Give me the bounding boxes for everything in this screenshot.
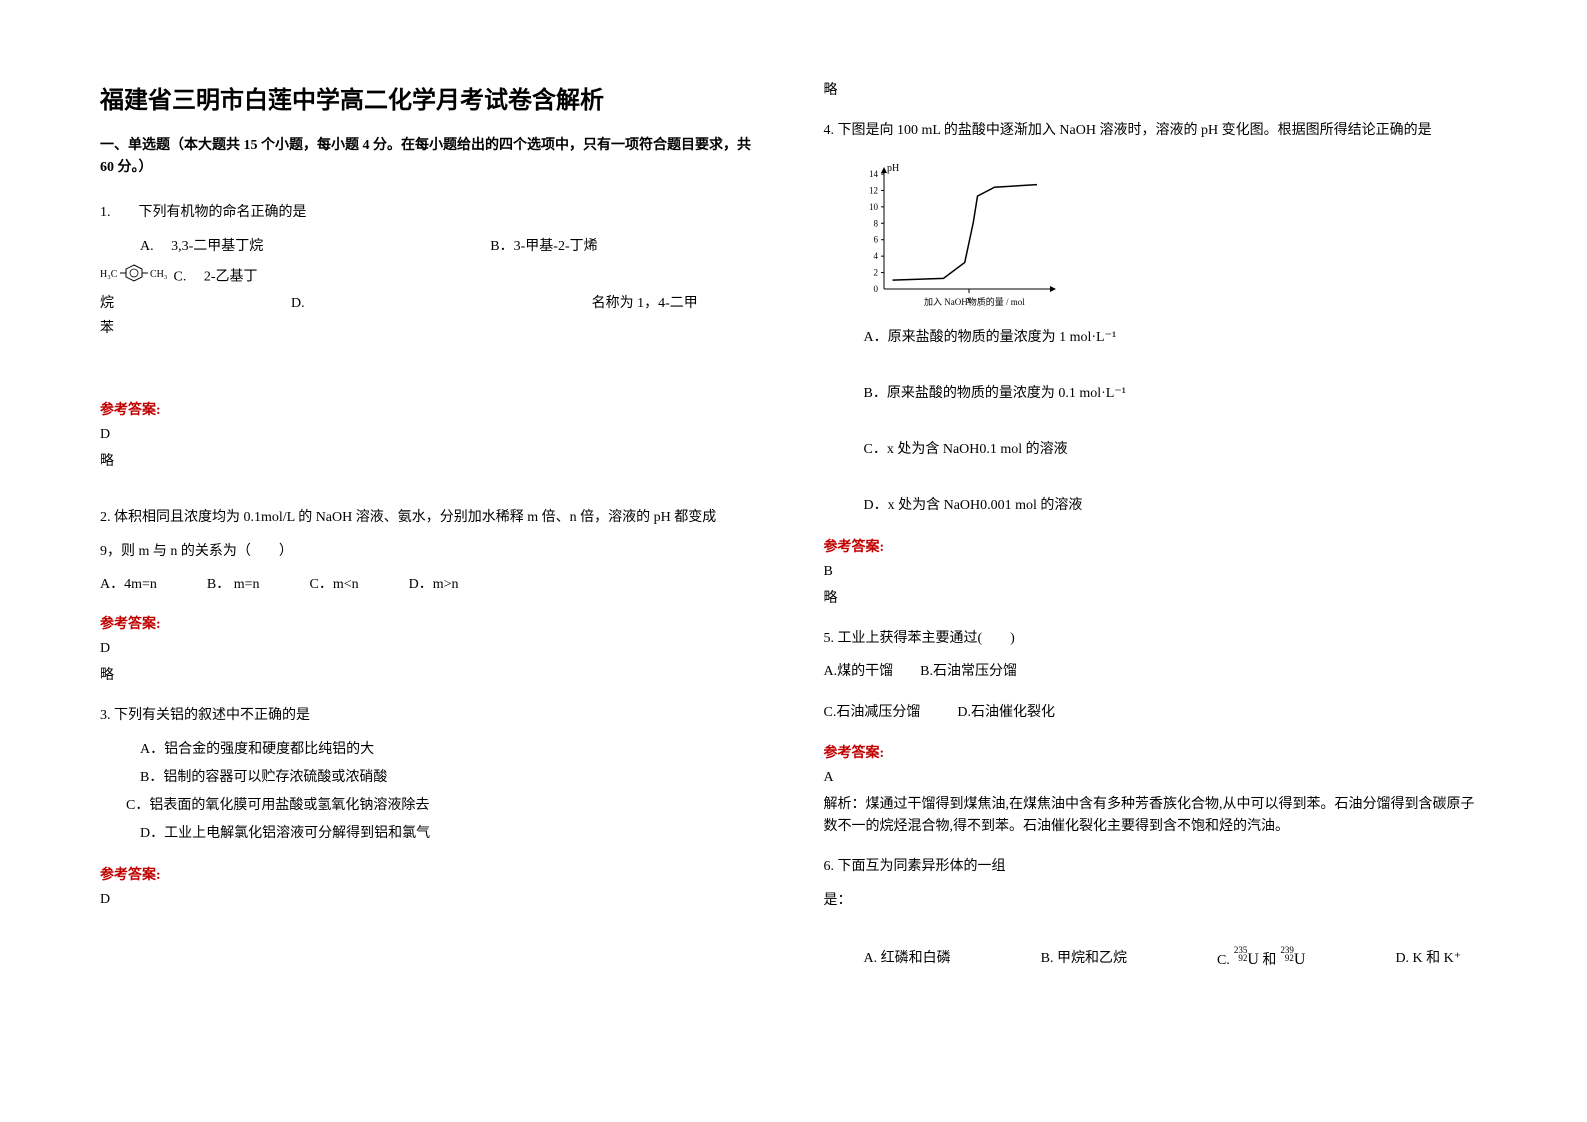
q2-answer-label: 参考答案: xyxy=(100,613,764,633)
q4-answer-label: 参考答案: xyxy=(824,536,1488,556)
q1-opt-d-tail2: 苯 xyxy=(100,316,764,341)
svg-text:H₃C: H₃C xyxy=(100,269,118,280)
q2-opt-c: C．m<n xyxy=(310,572,359,597)
svg-text:8: 8 xyxy=(873,218,878,228)
q1-options: A. 3,3-二甲基丁烷 B．3-甲基-2-丁烯 xyxy=(140,233,764,261)
q2-prompt: 2. 体积相同且浓度均为 0.1mol/L 的 NaOH 溶液、氨水，分别加水稀… xyxy=(100,505,764,530)
q1-opt-c-label: C. 2-乙基丁 xyxy=(174,269,258,284)
q4-opt-b: B．原来盐酸的物质的量浓度为 0.1 mol·L⁻¹ xyxy=(864,380,1488,408)
q3-options: A．铝合金的强度和硬度都比纯铝的大 B．铝制的容器可以贮存浓硫酸或浓硝酸 C．铝… xyxy=(140,736,764,848)
q3-opt-a: A．铝合金的强度和硬度都比纯铝的大 xyxy=(140,736,764,764)
q3-opt-c: C．铝表面的氧化膜可用盐酸或氢氧化钠溶液除去 xyxy=(126,792,764,820)
q4-prompt: 4. 下图是向 100 mL 的盐酸中逐渐加入 NaOH 溶液时，溶液的 pH … xyxy=(824,118,1488,143)
question-2: 2. 体积相同且浓度均为 0.1mol/L 的 NaOH 溶液、氨水，分别加水稀… xyxy=(100,505,764,597)
q1-prompt: 1. 下列有机物的命名正确的是 xyxy=(100,200,764,225)
isotope-2: 239 92 xyxy=(1280,946,1294,964)
svg-text:14: 14 xyxy=(869,169,879,179)
q6-prompt: 6. 下面互为同素异形体的一组 xyxy=(824,854,1488,879)
svg-text:pH: pH xyxy=(887,163,899,174)
section-header: 一、单选题（本大题共 15 个小题，每小题 4 分。在每小题给出的四个选项中，只… xyxy=(100,135,764,180)
q4-opt-d: D．x 处为含 NaOH0.001 mol 的溶液 xyxy=(864,492,1488,520)
q1-opt-d: D. xyxy=(291,296,305,311)
q3-opt-d: D．工业上电解氯化铝溶液可分解得到铝和氯气 xyxy=(140,820,764,848)
q1-opt-c-line: H₃C CH₃ C. 2-乙基丁 xyxy=(100,261,764,293)
question-3: 3. 下列有关铝的叙述中不正确的是 A．铝合金的强度和硬度都比纯铝的大 B．铝制… xyxy=(100,703,764,848)
q5-explanation: 解析：煤通过干馏得到煤焦油,在煤焦油中含有多种芳香族化合物,从中可以得到苯。石油… xyxy=(824,794,1488,839)
question-1: 1. 下列有机物的命名正确的是 A. 3,3-二甲基丁烷 B．3-甲基-2-丁烯… xyxy=(100,200,764,341)
q5-opt-b: B.石油常压分馏 xyxy=(920,664,1017,679)
svg-text:10: 10 xyxy=(869,201,879,211)
q2-options: A．4m=n B． m=n C．m<n D．m>n xyxy=(100,572,764,597)
svg-text:0: 0 xyxy=(873,284,878,294)
q6-opt-b: B. 甲烷和乙烷 xyxy=(1041,946,1127,975)
q5-prompt: 5. 工业上获得苯主要通过( ) xyxy=(824,626,1488,651)
q2-opt-b: B． m=n xyxy=(207,572,260,597)
q1-opt-a: A. 3,3-二甲基丁烷 xyxy=(140,239,263,254)
page-title: 福建省三明市白莲中学高二化学月考试卷含解析 xyxy=(100,80,764,115)
q1-opt-c-suffix: 烷 xyxy=(100,296,114,311)
isotope-1: 235 92 xyxy=(1233,946,1247,964)
svg-text:CH₃: CH₃ xyxy=(150,269,167,280)
q1-opt-d-tail: 名称为 1，4-二甲 xyxy=(592,296,698,311)
q5-opts-row1: A.煤的干馏 B.石油常压分馏 xyxy=(824,659,1488,684)
question-6: 6. 下面互为同素异形体的一组 是： A. 红磷和白磷 B. 甲烷和乙烷 C. … xyxy=(824,854,1488,974)
q5-opt-d: D.石油催化裂化 xyxy=(957,705,1055,720)
q1-answer: D xyxy=(100,427,764,443)
q2-opt-d: D．m>n xyxy=(409,572,459,597)
q5-opt-a: A.煤的干馏 xyxy=(824,664,894,679)
q6-opt-c: C. 235 92 U 和 239 92 U xyxy=(1217,946,1305,975)
q3-brief: 略 xyxy=(824,80,1488,102)
q2-brief: 略 xyxy=(100,665,764,687)
q6-opt-a: A. 红磷和白磷 xyxy=(864,946,951,975)
right-column: 略 4. 下图是向 100 mL 的盐酸中逐渐加入 NaOH 溶液时，溶液的 p… xyxy=(824,80,1488,991)
q2-answer: D xyxy=(100,641,764,657)
q4-brief: 略 xyxy=(824,588,1488,610)
q4-opt-c: C．x 处为含 NaOH0.1 mol 的溶液 xyxy=(864,436,1488,464)
svg-text:加入 NaOH物质的量 / mol: 加入 NaOH物质的量 / mol xyxy=(924,296,1025,307)
q5-opt-c: C.石油减压分馏 xyxy=(824,705,921,720)
q3-answer-label: 参考答案: xyxy=(100,864,764,884)
q4-answer: B xyxy=(824,564,1488,580)
q4-options: A．原来盐酸的物质的量浓度为 1 mol·L⁻¹ B．原来盐酸的物质的量浓度为 … xyxy=(864,324,1488,520)
q2-prompt2: 9，则 m 与 n 的关系为（ ） xyxy=(100,539,764,564)
q3-prompt: 3. 下列有关铝的叙述中不正确的是 xyxy=(100,703,764,728)
q1-brief: 略 xyxy=(100,451,764,473)
q3-opt-b: B．铝制的容器可以贮存浓硫酸或浓硝酸 xyxy=(140,764,764,792)
q4-opt-a: A．原来盐酸的物质的量浓度为 1 mol·L⁻¹ xyxy=(864,324,1488,352)
q6-opt-d: D. K 和 K⁺ xyxy=(1395,946,1461,975)
q3-answer: D xyxy=(100,892,764,908)
question-4: 4. 下图是向 100 mL 的盐酸中逐渐加入 NaOH 溶液时，溶液的 pH … xyxy=(824,118,1488,519)
ph-chart: 24681012140pHx加入 NaOH物质的量 / mol xyxy=(854,159,1488,309)
q5-answer-label: 参考答案: xyxy=(824,742,1488,762)
left-column: 福建省三明市白莲中学高二化学月考试卷含解析 一、单选题（本大题共 15 个小题，… xyxy=(100,80,764,991)
q2-opt-a: A．4m=n xyxy=(100,572,157,597)
q6-options: A. 红磷和白磷 B. 甲烷和乙烷 C. 235 92 U 和 239 92 U… xyxy=(864,946,1488,975)
svg-text:12: 12 xyxy=(869,185,878,195)
benzene-structure-icon: H₃C CH₃ xyxy=(100,261,170,293)
q1-opt-b: B．3-甲基-2-丁烯 xyxy=(490,239,597,254)
svg-text:2: 2 xyxy=(873,267,878,277)
q1-answer-label: 参考答案: xyxy=(100,399,764,419)
q5-answer: A xyxy=(824,770,1488,786)
q6-prompt2: 是： xyxy=(824,888,1488,913)
ph-chart-svg: 24681012140pHx加入 NaOH物质的量 / mol xyxy=(854,159,1074,309)
q5-opts-row2: C.石油减压分馏 D.石油催化裂化 xyxy=(824,700,1488,725)
svg-text:6: 6 xyxy=(873,234,878,244)
svg-text:4: 4 xyxy=(873,251,878,261)
q1-opt-c-suffix-line: 烷 D. 名称为 1，4-二甲 xyxy=(100,293,764,315)
question-5: 5. 工业上获得苯主要通过( ) A.煤的干馏 B.石油常压分馏 C.石油减压分… xyxy=(824,626,1488,726)
